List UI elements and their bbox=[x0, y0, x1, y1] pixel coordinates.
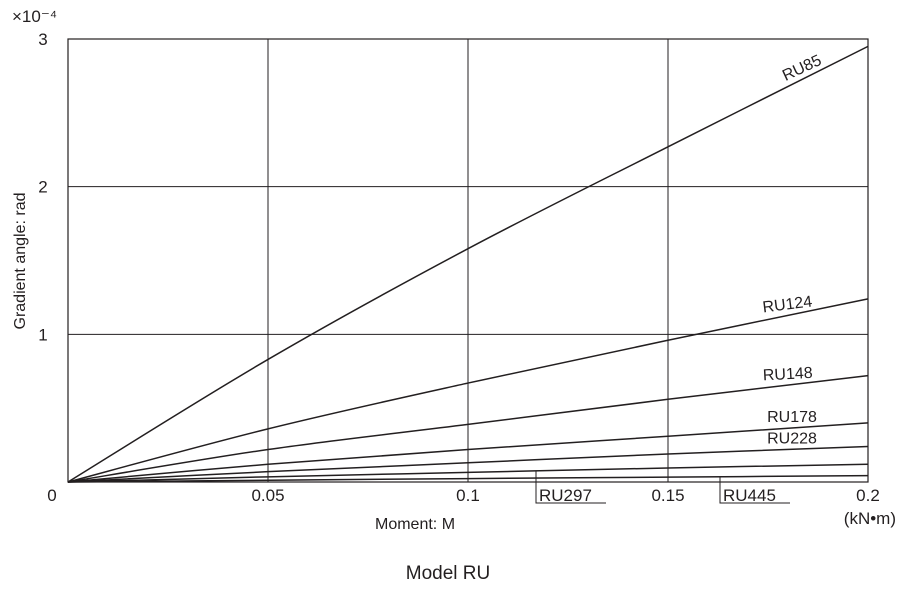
y-tick-label: 2 bbox=[38, 178, 47, 197]
series-line-ru297 bbox=[67, 463, 869, 483]
x-axis-label: Moment: M bbox=[375, 516, 455, 533]
x-tick-label: 0.1 bbox=[456, 486, 480, 505]
series-label-ru124: RU124 bbox=[762, 293, 814, 316]
series-label-ru445: RU445 bbox=[723, 486, 776, 505]
series-line-ru148 bbox=[67, 374, 869, 483]
x-tick-label: 0.05 bbox=[251, 486, 284, 505]
series-line-ru85 bbox=[67, 45, 869, 483]
series-label-ru178: RU178 bbox=[767, 409, 817, 426]
y-axis-label: Gradient angle: rad bbox=[12, 193, 29, 330]
x-ticks: 0 0.05 0.1 0.15 0.2 bbox=[47, 486, 880, 505]
series-line-ru445 bbox=[67, 474, 869, 483]
bracket-ru297 bbox=[535, 470, 606, 504]
y-scale-label: ×10⁻⁴ bbox=[12, 7, 57, 26]
series-line-ru124 bbox=[67, 298, 869, 483]
plot-frame bbox=[67, 38, 869, 483]
x-tick-label: 0.2 bbox=[856, 486, 880, 505]
series-label-ru297: RU297 bbox=[539, 486, 592, 505]
chart-caption: Model RU bbox=[406, 563, 490, 584]
grid bbox=[68, 39, 868, 482]
series-label-ru148: RU148 bbox=[762, 365, 813, 385]
bracket-ru445 bbox=[719, 476, 790, 504]
series-line-ru178 bbox=[67, 422, 869, 483]
x-tick-label: 0.15 bbox=[651, 486, 684, 505]
series-layer bbox=[67, 45, 869, 483]
label-brackets bbox=[535, 470, 790, 504]
x-tick-label: 0 bbox=[47, 486, 56, 505]
x-axis-unit: (kN•m) bbox=[844, 509, 896, 528]
series-line-ru228 bbox=[67, 445, 869, 483]
series-label-ru228: RU228 bbox=[767, 430, 817, 447]
y-tick-label: 1 bbox=[38, 325, 47, 344]
y-ticks: 1 2 3 bbox=[38, 30, 47, 344]
y-tick-label: 3 bbox=[38, 30, 47, 49]
